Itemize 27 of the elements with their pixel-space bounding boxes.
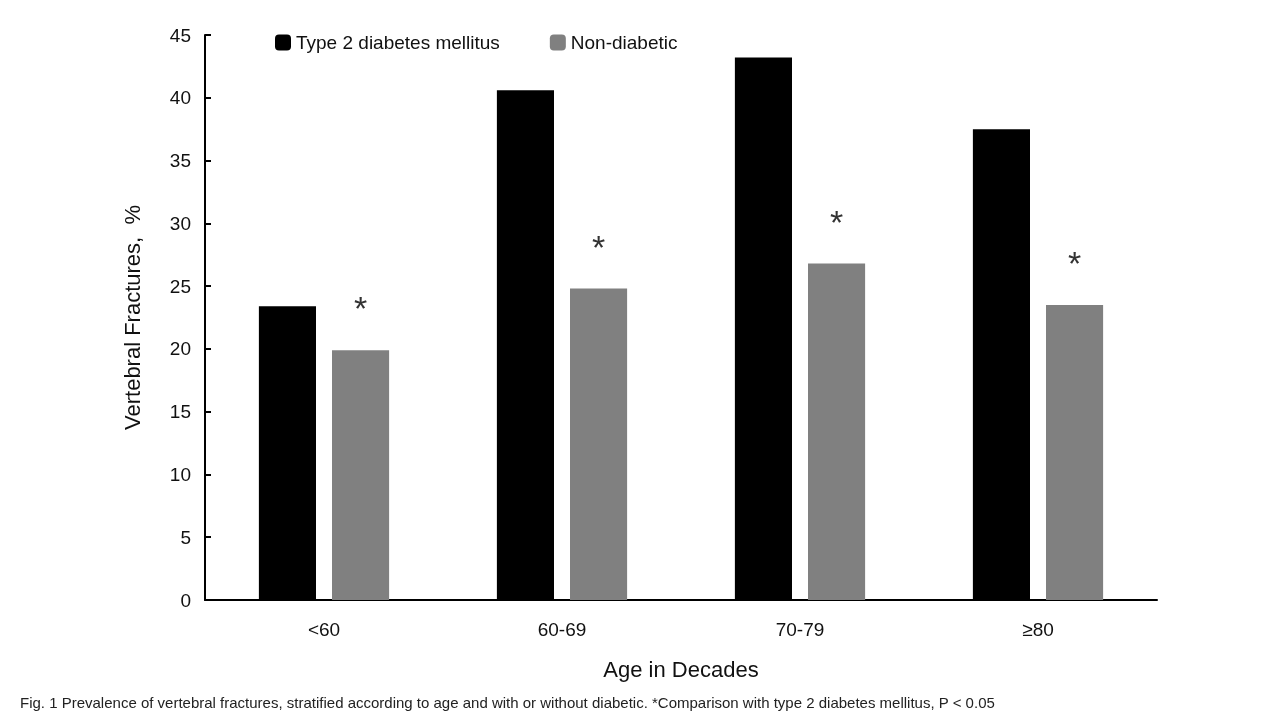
y-tick-label: 45 <box>169 24 191 46</box>
x-tick-label: 70-79 <box>775 619 825 640</box>
y-tick-label: 30 <box>169 212 191 234</box>
y-tick-label: 20 <box>169 338 191 360</box>
x-tick-label: <60 <box>307 619 341 640</box>
annotation: * <box>1067 243 1082 282</box>
x-axis-title: Age in Decades <box>603 656 759 682</box>
bar <box>808 263 866 600</box>
x-tick-label: ≥80 <box>1022 619 1054 640</box>
bar <box>1046 304 1104 600</box>
x-tick-label: 60-69 <box>537 619 587 640</box>
annotation: * <box>353 289 368 328</box>
annotation: * <box>829 202 844 241</box>
y-tick-label: 0 <box>180 589 191 611</box>
annotation: * <box>591 227 606 266</box>
bar <box>570 288 628 600</box>
y-tick-label: 15 <box>169 401 191 423</box>
legend-label: Type 2 diabetes mellitus <box>296 32 500 53</box>
y-tick-label: 40 <box>169 87 191 109</box>
y-tick-label: 25 <box>169 275 191 297</box>
y-axis-title: Vertebral Fractures, % <box>119 205 145 430</box>
y-tick-label: 10 <box>169 463 191 485</box>
legend-label: Non-diabetic <box>570 32 678 53</box>
bar <box>332 350 390 600</box>
caption: Fig. 1 Prevalence of vertebral fractures, stratified according to age and with or without diabetic. *Comparison with type 2 diabetes mellitus, P < 0.05 <box>20 694 996 711</box>
y-tick-label: 35 <box>169 150 191 172</box>
y-tick-label: 5 <box>180 526 191 548</box>
